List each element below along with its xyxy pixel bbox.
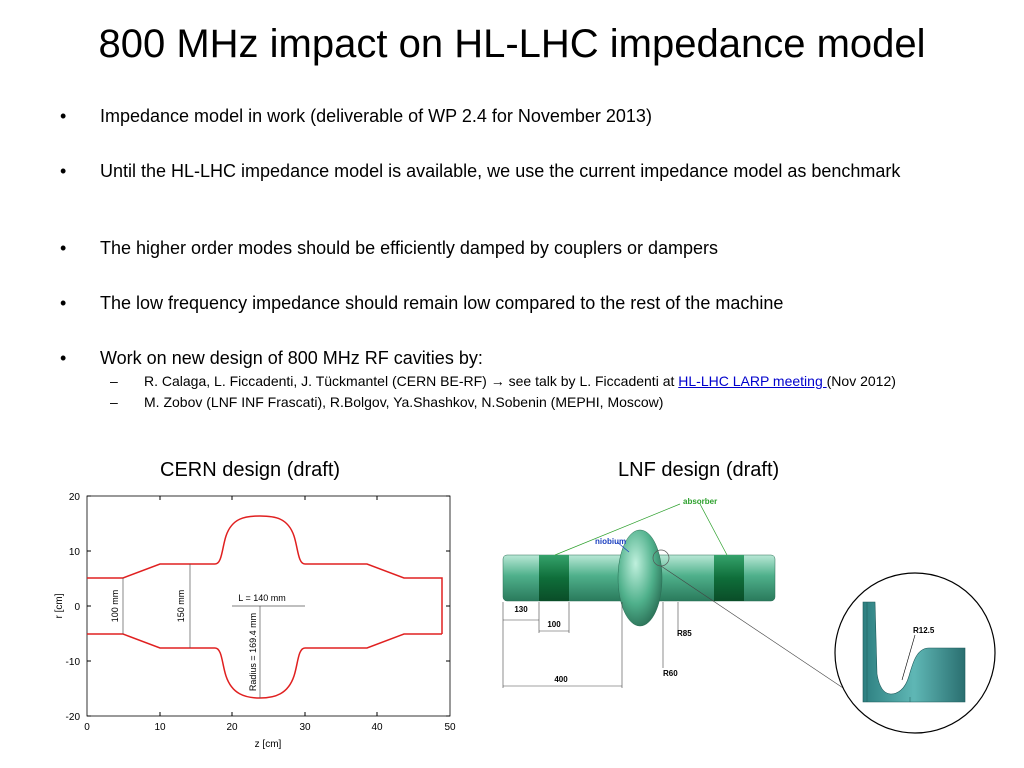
cavity-profile-upper bbox=[87, 515, 443, 634]
y-ticks: 20 10 0 -10 -20 bbox=[66, 492, 450, 723]
authors-cern: R. Calaga, L. Ficcadenti, J. Tückmantel … bbox=[144, 373, 491, 389]
x-tick-label: 20 bbox=[226, 722, 238, 733]
bullet-dot: • bbox=[60, 348, 67, 368]
sub-bullet-text: M. Zobov (LNF INF Frascati), R.Bolgov, Y… bbox=[144, 394, 664, 410]
absorber-leaders bbox=[554, 503, 728, 556]
cavity-cell bbox=[617, 529, 663, 627]
arrow-icon: → bbox=[490, 373, 505, 389]
cavity-profile-lower bbox=[87, 633, 442, 699]
absorber-left bbox=[539, 555, 569, 601]
sub-bullet-text: R. Calaga, L. Ficcadenti, J. Tückmantel … bbox=[144, 372, 896, 390]
bullet-text: Impedance model in work (deliverable of … bbox=[100, 106, 652, 126]
dim-r12-5: R12.5 bbox=[913, 626, 935, 635]
dim-r60: R60 bbox=[663, 669, 678, 678]
dim-length: L = 140 mm bbox=[238, 593, 285, 603]
sub-bullet-dash: – bbox=[110, 373, 118, 389]
sub-bullet-dash: – bbox=[110, 394, 118, 410]
dim-150mm: 150 mm bbox=[176, 590, 186, 623]
bullet-dot: • bbox=[60, 161, 67, 181]
x-ticks: 0 10 20 30 40 50 bbox=[84, 496, 456, 733]
bullet-dot: • bbox=[60, 106, 67, 126]
dim-radius: Radius = 169.4 mm bbox=[248, 613, 258, 691]
y-tick-label: -20 bbox=[66, 712, 81, 723]
iris-zoom-detail: R12.5 bbox=[834, 572, 996, 734]
dimension-lines bbox=[122, 564, 305, 698]
bullet-dot: • bbox=[60, 293, 67, 313]
y-tick-label: -10 bbox=[66, 657, 81, 668]
lnf-cavity-drawing: absorber niobium 130 100 400 R85 R60 R12… bbox=[502, 497, 996, 734]
dim-100mm: 100 mm bbox=[110, 590, 120, 623]
cern-cavity-plot: 20 10 0 -10 -20 0 10 20 30 40 50 z [cm] … bbox=[54, 492, 456, 750]
dim-400: 400 bbox=[554, 675, 568, 684]
caption-cern: CERN design (draft) bbox=[160, 459, 341, 481]
x-tick-label: 30 bbox=[299, 722, 311, 733]
y-axis-label: r [cm] bbox=[54, 593, 65, 618]
bullet-text: Work on new design of 800 MHz RF cavitie… bbox=[100, 348, 483, 368]
y-tick-label: 0 bbox=[74, 602, 80, 613]
larp-meeting-link[interactable]: HL-LHC LARP meeting bbox=[678, 373, 827, 389]
y-tick-label: 10 bbox=[69, 547, 81, 558]
slide-title: 800 MHz impact on HL-LHC impedance model bbox=[98, 22, 926, 66]
niobium-leader bbox=[616, 541, 630, 553]
label-absorber: absorber bbox=[683, 497, 717, 506]
x-tick-label: 0 bbox=[84, 722, 90, 733]
see-talk-text: see talk by L. Ficcadenti at bbox=[504, 373, 679, 389]
bullet-text: The low frequency impedance should remai… bbox=[100, 293, 784, 313]
dim-r85: R85 bbox=[677, 629, 692, 638]
bullet-text: Until the HL-LHC impedance model is avai… bbox=[100, 161, 901, 181]
x-tick-label: 40 bbox=[371, 722, 383, 733]
bullet-text: The higher order modes should be efficie… bbox=[100, 238, 719, 258]
lnf-dimension-lines bbox=[502, 565, 862, 701]
dim-100: 100 bbox=[547, 620, 561, 629]
caption-lnf: LNF design (draft) bbox=[618, 459, 780, 481]
x-axis-label: z [cm] bbox=[255, 739, 282, 750]
dim-130: 130 bbox=[514, 605, 528, 614]
y-tick-label: 20 bbox=[69, 492, 81, 503]
label-niobium: niobium bbox=[595, 537, 626, 546]
x-tick-label: 10 bbox=[154, 722, 166, 733]
x-tick-label: 50 bbox=[444, 722, 456, 733]
absorber-right bbox=[714, 555, 744, 601]
date-text: (Nov 2012) bbox=[826, 373, 896, 389]
bullet-dot: • bbox=[60, 238, 67, 258]
